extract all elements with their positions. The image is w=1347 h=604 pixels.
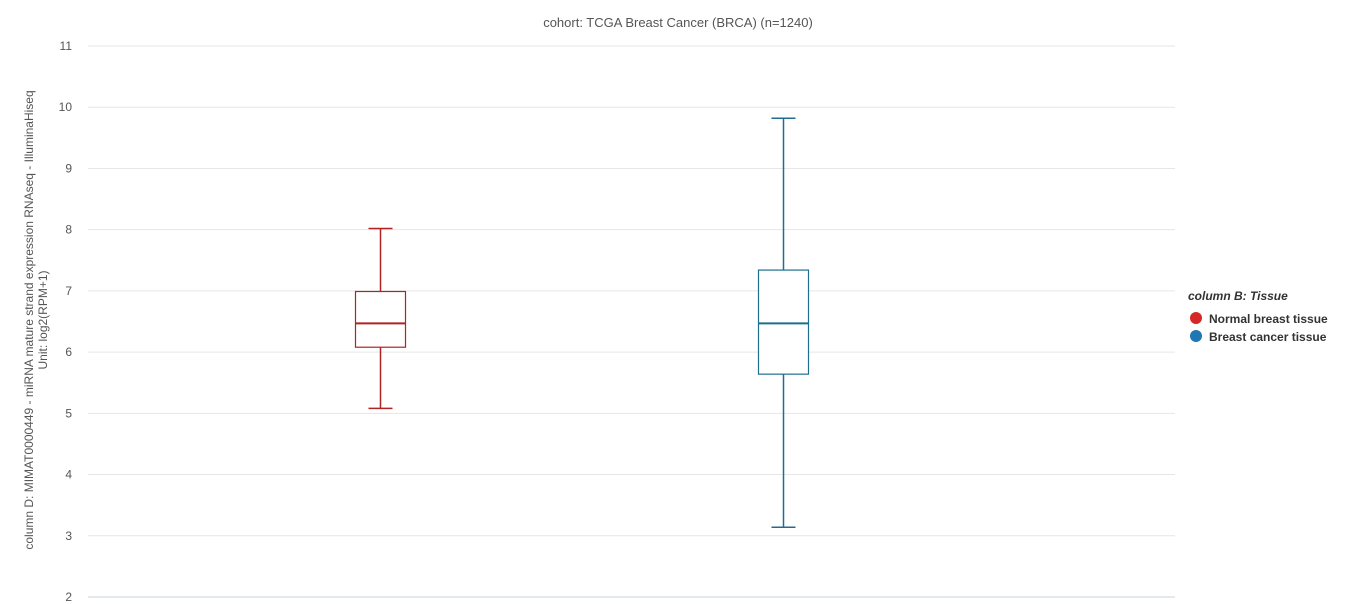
y-tick-label-10: 10: [59, 100, 73, 114]
y-axis-ticks: 2 3 4 5 6 7 8 9 10 11: [59, 39, 73, 604]
y-tick-label-11: 11: [60, 39, 73, 53]
legend-label-cancer: Breast cancer tissue: [1209, 330, 1327, 344]
y-tick-label-5: 5: [65, 406, 72, 420]
y-tick-label-6: 6: [65, 345, 72, 359]
legend-item-normal-breast-tissue[interactable]: Normal breast tissue: [1190, 312, 1328, 326]
y-tick-label-9: 9: [65, 161, 72, 175]
box-normal-breast-tissue: [354, 227, 407, 410]
box-series: [354, 117, 810, 528]
legend-marker-normal: [1190, 312, 1202, 324]
chart-title: cohort: TCGA Breast Cancer (BRCA) (n=124…: [543, 15, 813, 30]
y-tick-label-7: 7: [65, 284, 72, 298]
legend-label-normal: Normal breast tissue: [1209, 312, 1328, 326]
y-axis-title-line2: Unit: log2(RPM+1): [36, 270, 50, 369]
legend-title: column B: Tissue: [1188, 289, 1288, 303]
y-axis-title-line1: column D: MIMAT0000449 - miRNA mature st…: [22, 90, 36, 549]
y-tick-label-4: 4: [65, 468, 72, 482]
y-axis-title: column D: MIMAT0000449 - miRNA mature st…: [22, 90, 50, 549]
legend-marker-cancer: [1190, 330, 1202, 342]
legend: column B: Tissue Normal breast tissue Br…: [1188, 289, 1328, 344]
legend-item-breast-cancer-tissue[interactable]: Breast cancer tissue: [1190, 330, 1327, 344]
iqr-box: [354, 290, 407, 348]
y-tick-label-8: 8: [65, 223, 72, 237]
box-breast-cancer-tissue: [757, 117, 810, 528]
iqr-box: [757, 269, 810, 375]
grid-lines: [88, 45, 1175, 598]
y-tick-label-2: 2: [65, 590, 72, 604]
y-tick-label-3: 3: [65, 529, 72, 543]
